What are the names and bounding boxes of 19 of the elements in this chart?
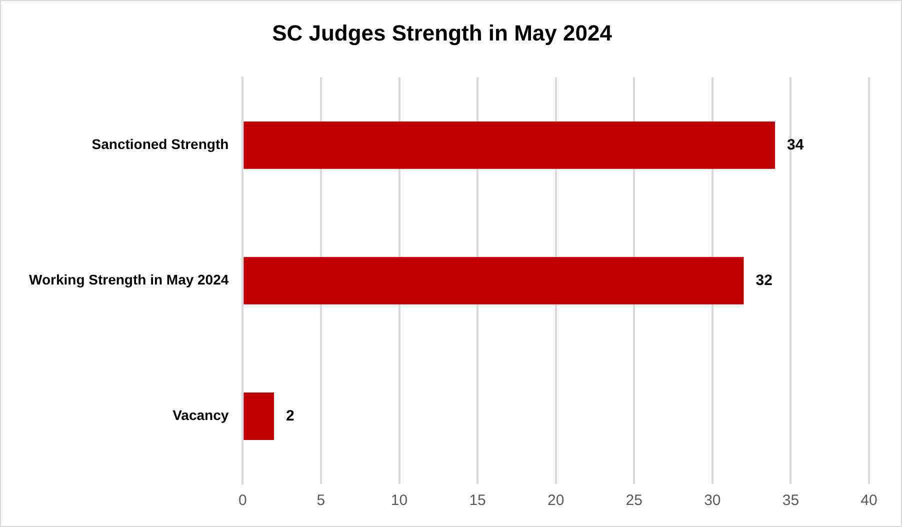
x-tick-label: 10 — [390, 492, 408, 510]
y-tick-label: Sanctioned Strength — [92, 136, 229, 152]
data-label: 34 — [787, 136, 804, 154]
x-tick-label: 35 — [782, 492, 800, 510]
chart-title: SC Judges Strength in May 2024 — [272, 20, 613, 46]
x-tick-label: 25 — [626, 492, 642, 510]
data-label: 32 — [756, 272, 772, 289]
x-tick-label: 15 — [469, 492, 486, 510]
y-tick-label: Working Strength in May 2024 — [29, 272, 229, 288]
data-label: 2 — [286, 407, 294, 424]
x-tick-label: 5 — [316, 492, 326, 510]
bar — [244, 392, 274, 440]
x-tick-label: 30 — [704, 492, 721, 510]
bar — [244, 121, 776, 169]
x-tick-label: 0 — [238, 492, 247, 510]
y-tick-label: Vacancy — [172, 407, 229, 424]
x-tick-label: 40 — [860, 492, 878, 510]
bar — [244, 256, 744, 304]
x-tick-label: 20 — [547, 492, 564, 510]
